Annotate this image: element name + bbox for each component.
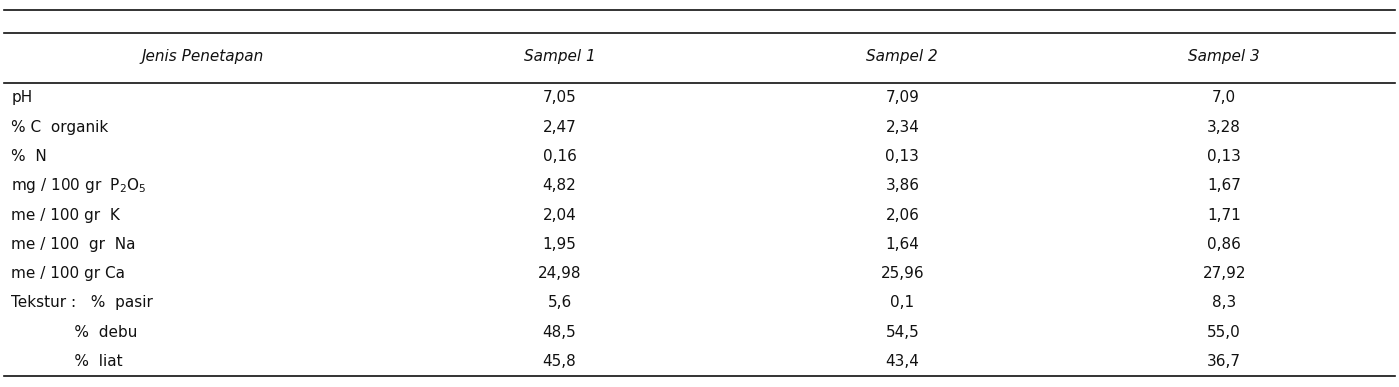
Text: Tekstur :   %  pasir: Tekstur : % pasir <box>11 295 152 310</box>
Text: Sampel 3: Sampel 3 <box>1188 49 1260 63</box>
Text: %  liat: % liat <box>11 354 123 369</box>
Text: 48,5: 48,5 <box>543 325 576 340</box>
Text: 24,98: 24,98 <box>537 266 582 281</box>
Text: 2,34: 2,34 <box>886 120 919 135</box>
Text: 7,0: 7,0 <box>1212 90 1237 105</box>
Text: %  debu: % debu <box>11 325 137 340</box>
Text: 1,67: 1,67 <box>1207 178 1241 193</box>
Text: 25,96: 25,96 <box>880 266 925 281</box>
Text: % C  organik: % C organik <box>11 120 109 135</box>
Text: %  N: % N <box>11 149 48 164</box>
Text: 2,04: 2,04 <box>543 207 576 223</box>
Text: 0,13: 0,13 <box>1207 149 1241 164</box>
Text: Jenis Penetapan: Jenis Penetapan <box>141 49 264 63</box>
Text: 1,71: 1,71 <box>1207 207 1241 223</box>
Text: 3,28: 3,28 <box>1207 120 1241 135</box>
Text: 1,95: 1,95 <box>543 237 576 252</box>
Text: 55,0: 55,0 <box>1207 325 1241 340</box>
Text: mg / 100 gr  P$_2$O$_5$: mg / 100 gr P$_2$O$_5$ <box>11 176 147 195</box>
Text: 0,13: 0,13 <box>886 149 919 164</box>
Text: Sampel 2: Sampel 2 <box>866 49 939 63</box>
Text: 0,16: 0,16 <box>543 149 576 164</box>
Text: pH: pH <box>11 90 32 105</box>
Text: 4,82: 4,82 <box>543 178 576 193</box>
Text: 8,3: 8,3 <box>1212 295 1237 310</box>
Text: 5,6: 5,6 <box>547 295 572 310</box>
Text: me / 100 gr  K: me / 100 gr K <box>11 207 120 223</box>
Text: Sampel 1: Sampel 1 <box>523 49 596 63</box>
Text: 54,5: 54,5 <box>886 325 919 340</box>
Text: 36,7: 36,7 <box>1207 354 1241 369</box>
Text: 43,4: 43,4 <box>886 354 919 369</box>
Text: 7,05: 7,05 <box>543 90 576 105</box>
Text: 0,86: 0,86 <box>1207 237 1241 252</box>
Text: 0,1: 0,1 <box>890 295 915 310</box>
Text: 27,92: 27,92 <box>1202 266 1247 281</box>
Text: 2,47: 2,47 <box>543 120 576 135</box>
Text: me / 100  gr  Na: me / 100 gr Na <box>11 237 136 252</box>
Text: 45,8: 45,8 <box>543 354 576 369</box>
Text: me / 100 gr Ca: me / 100 gr Ca <box>11 266 125 281</box>
Text: 3,86: 3,86 <box>886 178 919 193</box>
Text: 1,64: 1,64 <box>886 237 919 252</box>
Text: 2,06: 2,06 <box>886 207 919 223</box>
Text: 7,09: 7,09 <box>886 90 919 105</box>
